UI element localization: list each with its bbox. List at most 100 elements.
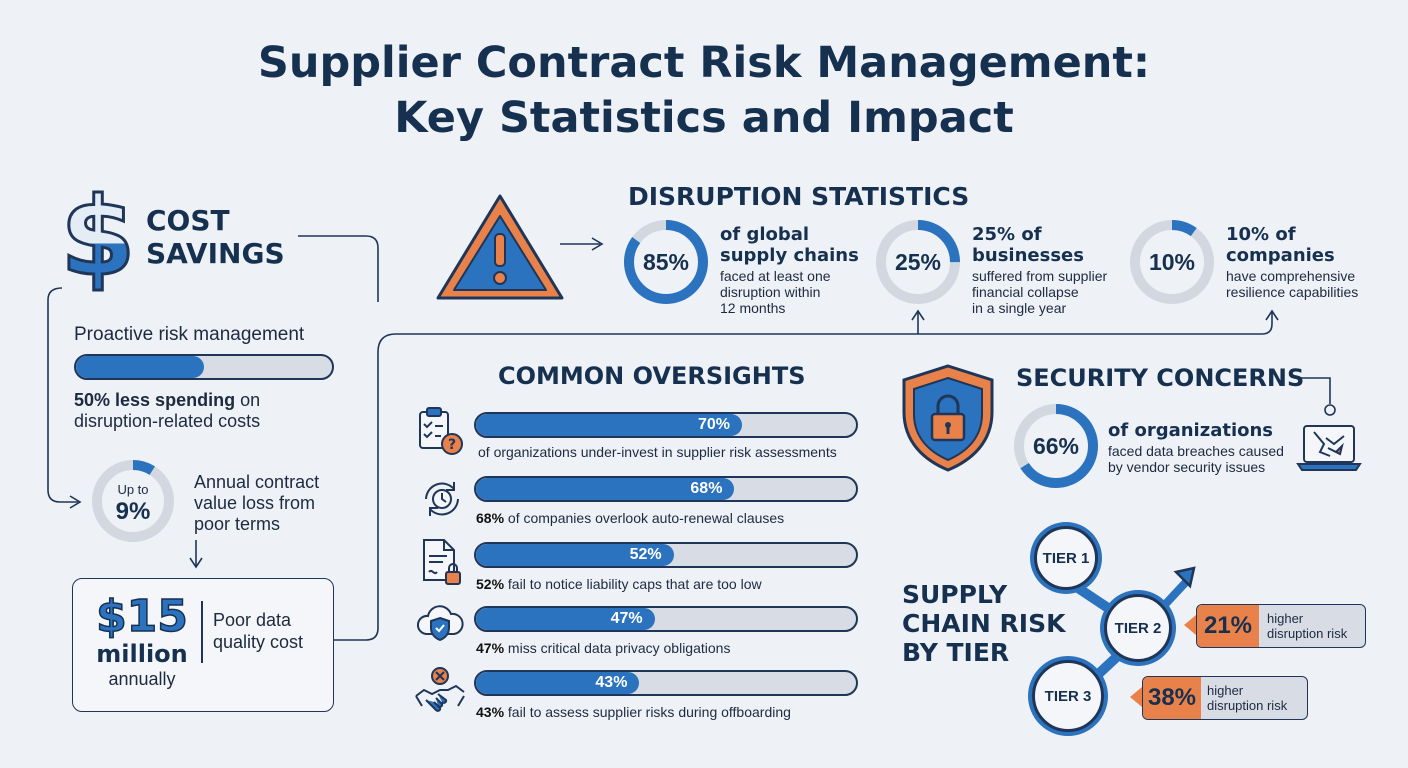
security-text-line: by vendor security issues [1108, 459, 1266, 475]
stat-text-line: resilience capabilities [1226, 284, 1359, 300]
oversight-caption: 43% fail to assess supplier risks during… [476, 704, 791, 720]
proactive-caption: 50% less spending on disruption-related … [74, 390, 260, 432]
checklist-question-icon: ? [414, 406, 466, 456]
big-period: annually [108, 669, 176, 689]
security-bold: of organizations [1108, 420, 1274, 441]
stat-bold-line: 10% of [1226, 224, 1296, 245]
stat-text-line: suffered from supplier [972, 268, 1108, 284]
stat-text-line: have comprehensive [1226, 268, 1356, 284]
oversight-caption-text: fail to notice liability caps that are t… [504, 576, 762, 592]
oversight-bar-value: 68% [690, 480, 723, 497]
oversight-bar-value: 43% [595, 674, 628, 691]
oversight-caption-text: fail to assess supplier risks during off… [504, 704, 791, 720]
stat-text-line: 12 months [720, 300, 786, 316]
svg-text:$: $ [60, 182, 135, 292]
oversight-caption-bold: 52% [476, 576, 505, 592]
oversight-bar-68: 68% [474, 476, 858, 502]
stat-text-line: faced at least one [720, 268, 831, 284]
cost-savings-heading: COST SAVINGS [146, 204, 285, 270]
oversight-caption: 47% miss critical data privacy obligatio… [476, 640, 730, 656]
disruption-ring-10: 10% [1128, 218, 1216, 306]
page-title-line2: Key Statistics and Impact [394, 93, 1014, 143]
tier-2-text-line: disruption risk [1267, 626, 1348, 641]
oversight-bar-43: 43% [474, 670, 858, 696]
page-title: Supplier Contract Risk Management: Key S… [0, 36, 1408, 146]
oversight-caption-text: miss critical data privacy obligations [504, 640, 731, 656]
tier-3-callout: 38% higher disruption risk [1142, 676, 1308, 720]
oversight-caption-bold: 47% [476, 640, 505, 656]
oversight-bar-70: 70% [474, 412, 858, 438]
proactive-caption-rest: on [235, 390, 261, 410]
tier-1-node: TIER 1 [1034, 526, 1098, 590]
oversight-bar-47: 47% [474, 606, 858, 632]
tier-3-text-line: disruption risk [1207, 698, 1288, 713]
tier-2-node: TIER 2 [1104, 594, 1172, 662]
security-text-line: faced data breaches caused [1108, 443, 1284, 459]
security-heading: SECURITY CONCERNS [1016, 364, 1305, 392]
tier-2-text: higher disruption risk [1267, 611, 1347, 641]
oversight-bar-fill [476, 672, 640, 694]
tier-3-value: 38% [1143, 677, 1201, 719]
tier-3-node: TIER 3 [1032, 660, 1104, 732]
disruption-heading: DISRUPTION STATISTICS [628, 182, 970, 211]
tier-2-callout: 21% higher disruption risk [1196, 604, 1366, 648]
contract-loss-ring: Up to 9% [90, 458, 176, 544]
oversight-caption: of organizations under-invest in supplie… [478, 444, 837, 460]
security-ring: 66% [1012, 402, 1100, 490]
security-ring-value: 66% [1032, 432, 1080, 459]
oversight-bar-fill [476, 608, 655, 630]
stat-bold-line: 25% of [972, 224, 1042, 245]
stat-text-line: disruption within [720, 284, 821, 300]
contract-loss-caption: Annual contract value loss from poor ter… [194, 472, 319, 535]
cost-savings-heading-line1: COST [146, 204, 230, 237]
warning-icon [432, 190, 568, 306]
oversight-bar-fill [476, 414, 742, 436]
disruption-ring-25-value: 25% [894, 248, 942, 275]
data-quality-card: $15 million annually Poor data quality c… [72, 578, 334, 712]
broken-laptop-icon [1294, 420, 1364, 474]
oversight-bar-value: 70% [698, 416, 731, 433]
stat-bold-line: of global [720, 224, 810, 245]
dollar-icon: $ [58, 174, 138, 302]
ring-top-text: Up to [117, 482, 149, 497]
tier-heading-line: CHAIN RISK [902, 609, 1066, 638]
oversight-caption-bold: 43% [476, 704, 505, 720]
tier-heading-line: SUPPLY [902, 580, 1008, 609]
tier-3-callout-pointer [1130, 687, 1142, 707]
contract-loss-caption-line: Annual contract [194, 472, 320, 492]
data-quality-caption: Poor data quality cost [213, 609, 303, 653]
oversight-bar-value: 52% [629, 546, 662, 563]
tier-2-callout-pointer [1184, 615, 1196, 635]
oversight-bar-fill [476, 544, 674, 566]
proactive-caption-bold: 50% less spending [74, 390, 236, 410]
oversight-bar-fill [476, 478, 735, 500]
stat-bold-line: supply chains [720, 245, 859, 266]
big-unit: million [96, 640, 188, 668]
tier-3-text-line: higher [1207, 683, 1244, 698]
clock-renewal-icon [418, 476, 466, 522]
tier-2-text-line: higher [1267, 611, 1304, 626]
page-title-line1: Supplier Contract Risk Management: [257, 38, 1151, 88]
ring-value: 9% [115, 498, 151, 525]
cost-savings-heading-line2: SAVINGS [146, 237, 285, 270]
proactive-caption-line2: disruption-related costs [74, 411, 261, 431]
stat-text-line: financial collapse [972, 284, 1079, 300]
handshake-x-icon [412, 664, 468, 720]
oversight-caption: 52% fail to notice liability caps that a… [476, 576, 762, 592]
disruption-stat-25-text: 25% of businesses suffered from supplier… [972, 224, 1107, 316]
document-lock-icon [418, 536, 466, 588]
stat-bold-line: companies [1226, 245, 1335, 266]
disruption-ring-25: 25% [874, 218, 962, 306]
oversights-heading: COMMON OVERSIGHTS [498, 362, 806, 390]
disruption-ring-85-value: 85% [642, 248, 690, 275]
disruption-stat-10-text: 10% of companies have comprehensive resi… [1226, 224, 1358, 300]
tier-heading-line: BY TIER [902, 638, 1010, 667]
cloud-shield-icon [414, 600, 466, 646]
proactive-bar [74, 354, 334, 380]
data-quality-amount: $15 million annually [87, 592, 197, 691]
stat-bold-line: businesses [972, 245, 1084, 266]
proactive-label: Proactive risk management [74, 324, 305, 345]
oversight-caption-text: of companies overlook auto-renewal claus… [504, 510, 785, 526]
tier-heading: SUPPLY CHAIN RISK BY TIER [902, 580, 1065, 667]
oversight-bar-value: 47% [610, 610, 643, 627]
